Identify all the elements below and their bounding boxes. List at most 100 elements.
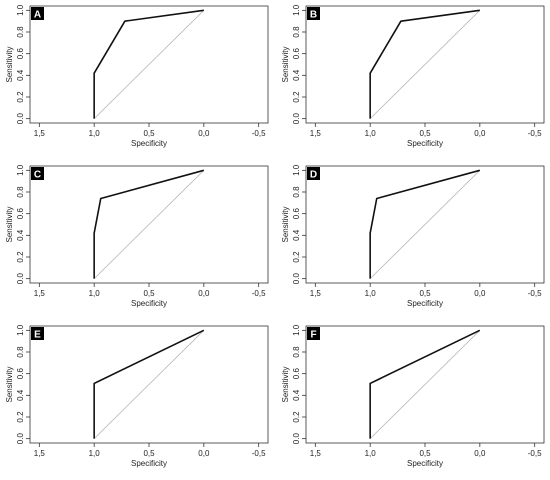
x-tick-label: 0,5 [143,129,155,138]
reference-diagonal [93,10,205,119]
y-axis-title: Sensitivity [5,46,14,82]
x-axis-title: Specificity [131,299,167,308]
roc-panel-c: 1,5 1,0 0,5 0,0 -0,5 0.0 0.2 0.4 0.6 0.8 1.0 Specif… [5,164,269,308]
y-tick-label: 0.2 [16,91,25,103]
x-tick-label: 1,0 [89,289,101,298]
reference-diagonal [369,170,481,279]
reference-diagonal [93,170,205,279]
reference-diagonal [93,330,205,439]
y-tick-label: 0.6 [16,208,25,220]
roc-curve [93,329,205,439]
x-tick-label: 0,5 [143,449,155,458]
y-tick-label: 0.0 [16,113,25,125]
y-tick-label: 0.6 [16,368,25,380]
x-tick-label: 0,0 [474,129,486,138]
y-tick-label: 1.0 [16,4,25,16]
x-tick-label: 1,5 [34,129,46,138]
x-tick-label: 1,0 [89,449,101,458]
roc-curve [93,169,205,279]
panel-letter: D [310,170,317,181]
panel-letter: C [34,170,41,181]
y-tick-label: 0.4 [292,389,301,401]
y-tick-label: 0.4 [292,69,301,81]
y-tick-label: 0.8 [16,26,25,38]
y-tick-label: 0.6 [292,368,301,380]
y-tick-label: 0.0 [16,273,25,285]
panel-letter: B [310,10,317,21]
x-tick-label: 1,5 [310,289,322,298]
y-tick-label: 0.0 [292,113,301,125]
x-axis-title: Specificity [407,139,443,148]
x-axis-title: Specificity [407,299,443,308]
y-tick-label: 0.4 [292,229,301,241]
roc-curve [369,169,481,279]
x-tick-label: -0,5 [528,289,542,298]
x-tick-label: 0,0 [474,289,486,298]
panel-letter-badge [307,327,320,340]
x-axis-title: Specificity [131,139,167,148]
x-axis-title: Specificity [407,459,443,468]
x-tick-label: -0,5 [528,449,542,458]
x-axis-title: Specificity [131,459,167,468]
y-axis-title: Sensitivity [281,206,290,242]
y-axis-title: Sensitivity [281,46,290,82]
panel-letter-badge [307,167,320,180]
x-tick-label: 0,5 [419,129,431,138]
y-tick-label: 0.8 [16,346,25,358]
y-axis-title: Sensitivity [281,366,290,402]
y-tick-label: 0.6 [292,48,301,60]
x-tick-label: 0,0 [198,289,210,298]
panel-letter-badge [307,7,320,20]
x-tick-label: 0,5 [419,289,431,298]
roc-panel-b: 1,5 1,0 0,5 0,0 -0,5 0.0 0.2 0.4 0.6 0.8 1.0 Specif… [281,4,545,148]
panel-letter: F [310,330,316,341]
reference-diagonal [369,330,481,439]
y-tick-label: 1.0 [292,4,301,16]
y-tick-label: 0.8 [292,346,301,358]
y-tick-label: 1.0 [16,164,25,176]
x-tick-label: 1,5 [34,449,46,458]
y-tick-label: 0.2 [16,411,25,423]
x-tick-label: 0,0 [474,449,486,458]
y-tick-label: 0.0 [16,433,25,445]
x-tick-label: -0,5 [252,449,266,458]
roc-panel-e: 1,5 1,0 0,5 0,0 -0,5 0.0 0.2 0.4 0.6 0.8 1.0 Specif… [5,324,269,468]
y-tick-label: 0.2 [16,251,25,263]
x-tick-label: 0,5 [419,449,431,458]
y-tick-label: 0.6 [16,48,25,60]
y-tick-label: 0.4 [16,229,25,241]
x-tick-label: 1,5 [310,449,322,458]
roc-panel-f: 1,5 1,0 0,5 0,0 -0,5 0.0 0.2 0.4 0.6 0.8 1.0 Specif… [281,324,545,468]
x-tick-label: 1,5 [34,289,46,298]
y-tick-label: 0.0 [292,433,301,445]
x-tick-label: 0,0 [198,449,210,458]
y-tick-label: 0.0 [292,273,301,285]
x-tick-label: 1,0 [365,449,377,458]
roc-panel-d: 1,5 1,0 0,5 0,0 -0,5 0.0 0.2 0.4 0.6 0.8 1.0 Specif… [281,164,545,308]
x-tick-label: 1,0 [365,129,377,138]
x-tick-label: 1,0 [365,289,377,298]
x-tick-label: 1,5 [310,129,322,138]
panel-letter: A [34,10,41,21]
y-tick-label: 0.8 [16,186,25,198]
y-axis-title: Sensitivity [5,206,14,242]
x-tick-label: -0,5 [528,129,542,138]
y-tick-label: 1.0 [292,164,301,176]
y-tick-label: 1.0 [16,324,25,336]
roc-panel-a: 1,5 1,0 0,5 0,0 -0,5 0.0 0.2 0.4 0.6 0.8 1.0 Specif… [5,4,269,148]
panel-letter-badge [31,327,44,340]
y-tick-label: 0.4 [16,389,25,401]
y-tick-label: 0.8 [292,186,301,198]
reference-diagonal [369,10,481,119]
panel-letter-badge [31,167,44,180]
panel-letter: E [34,330,41,341]
y-tick-label: 0.2 [292,91,301,103]
roc-curve [369,9,480,119]
y-axis-title: Sensitivity [5,366,14,402]
panel-letter-badge [31,7,44,20]
x-tick-label: 1,0 [89,129,101,138]
y-tick-label: 0.4 [16,69,25,81]
roc-curve [369,329,481,439]
y-tick-label: 0.6 [292,208,301,220]
